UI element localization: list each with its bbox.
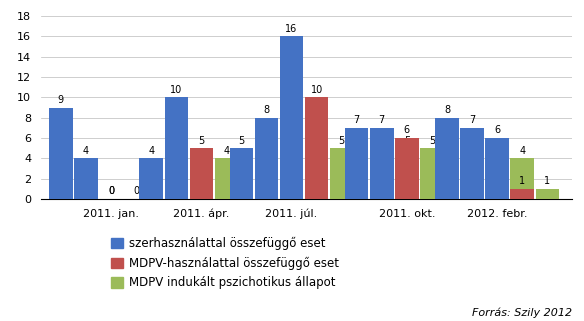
Bar: [280, 179, 303, 199]
Bar: [536, 189, 559, 199]
Text: 2: 2: [494, 166, 500, 176]
Text: 7: 7: [378, 115, 385, 125]
Text: 7: 7: [469, 115, 475, 125]
Text: 4: 4: [469, 146, 475, 156]
Text: Forrás: Szily 2012: Forrás: Szily 2012: [472, 307, 572, 318]
Text: 4: 4: [148, 146, 154, 156]
Bar: [305, 169, 328, 199]
Legend: szerhasználattal összefüggő eset, MDPV-használattal összefüggő eset, MDPV induká: szerhasználattal összefüggő eset, MDPV-h…: [111, 237, 339, 289]
Text: 4: 4: [223, 146, 230, 156]
Text: 9: 9: [58, 95, 64, 105]
Bar: [190, 179, 213, 199]
Text: 3: 3: [263, 156, 270, 166]
Text: 4: 4: [288, 146, 294, 156]
Bar: [74, 158, 98, 199]
Text: 6: 6: [494, 126, 500, 135]
Text: 0: 0: [108, 187, 114, 196]
Text: 2: 2: [288, 166, 295, 176]
Bar: [435, 118, 458, 199]
Text: 16: 16: [286, 24, 298, 34]
Text: 5: 5: [238, 136, 245, 146]
Bar: [370, 148, 394, 199]
Text: 1: 1: [519, 176, 525, 186]
Text: 10: 10: [170, 85, 182, 95]
Text: 5: 5: [378, 136, 385, 146]
Text: 8: 8: [444, 105, 450, 115]
Bar: [420, 148, 444, 199]
Bar: [255, 169, 278, 199]
Text: 5: 5: [339, 136, 345, 146]
Bar: [49, 108, 72, 199]
Text: 5: 5: [404, 136, 410, 146]
Text: 0: 0: [108, 187, 114, 196]
Text: 5: 5: [198, 136, 204, 146]
Text: 8: 8: [263, 105, 270, 115]
Text: 7: 7: [353, 115, 360, 125]
Text: 4: 4: [519, 146, 525, 156]
Bar: [485, 179, 509, 199]
Bar: [215, 158, 238, 199]
Text: 0: 0: [133, 187, 139, 196]
Bar: [485, 158, 509, 199]
Bar: [460, 128, 484, 199]
Bar: [190, 148, 213, 199]
Bar: [330, 148, 353, 199]
Bar: [395, 138, 419, 199]
Text: 4: 4: [494, 146, 500, 156]
Text: 4: 4: [83, 146, 89, 156]
Text: 2: 2: [198, 166, 204, 176]
Bar: [255, 118, 278, 199]
Bar: [165, 97, 188, 199]
Bar: [345, 128, 369, 199]
Text: 3: 3: [314, 156, 319, 166]
Text: 6: 6: [404, 126, 410, 135]
Bar: [370, 128, 394, 199]
Bar: [280, 158, 303, 199]
Bar: [305, 97, 328, 199]
Bar: [510, 158, 534, 199]
Bar: [140, 158, 163, 199]
Bar: [510, 189, 534, 199]
Bar: [280, 36, 303, 199]
Text: 2: 2: [173, 166, 179, 176]
Text: 1: 1: [544, 176, 550, 186]
Bar: [165, 179, 188, 199]
Text: 10: 10: [311, 85, 323, 95]
Bar: [230, 148, 253, 199]
Bar: [485, 138, 509, 199]
Text: 5: 5: [429, 136, 435, 146]
Bar: [460, 158, 484, 199]
Text: 0: 0: [83, 187, 89, 196]
Bar: [395, 148, 419, 199]
